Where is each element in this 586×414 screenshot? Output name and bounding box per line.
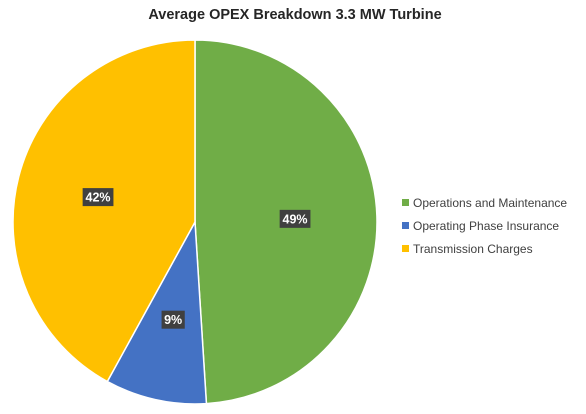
legend-swatch: [402, 222, 409, 229]
legend-label: Operations and Maintenance: [413, 195, 568, 210]
legend-item-operations-maintenance: Operations and Maintenance: [402, 191, 567, 214]
data-label-box: [82, 188, 114, 207]
legend: Operations and Maintenance Operating Pha…: [402, 191, 567, 260]
pie-slice-operating-insurance: [106, 219, 208, 405]
data-label-text: 9%: [164, 313, 182, 327]
legend-label: Operating Phase Insurance: [413, 218, 560, 233]
data-label-operations-maintenance: 49%: [279, 209, 311, 228]
legend-item-operating-insurance: Operating Phase Insurance: [402, 214, 567, 237]
data-label-operating-insurance: 9%: [161, 310, 185, 329]
chart-title: Average OPEX Breakdown 3.3 MW Turbine: [148, 7, 442, 23]
pie-slice-transmission-charges: [12, 39, 196, 383]
data-label-transmission-charges: 42%: [82, 188, 114, 207]
data-label-text: 49%: [283, 212, 308, 226]
data-label-text: 42%: [86, 191, 111, 205]
legend-swatch: [402, 245, 409, 252]
legend-swatch: [402, 199, 409, 206]
legend-item-transmission-charges: Transmission Charges: [402, 237, 567, 260]
data-label-box: [279, 209, 311, 228]
legend-label: Transmission Charges: [413, 241, 533, 256]
data-label-box: [161, 310, 185, 329]
